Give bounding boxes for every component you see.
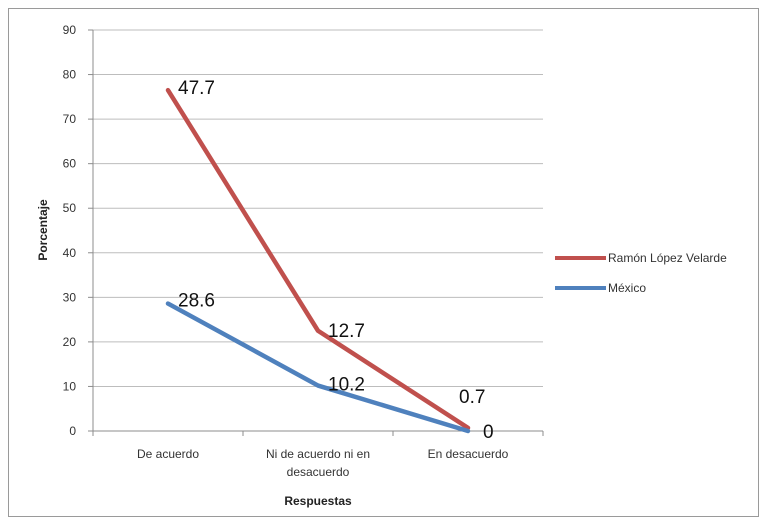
x-axis-title: Respuestas xyxy=(284,494,352,508)
series-line-mexico xyxy=(165,301,471,434)
y-tick-label: 50 xyxy=(63,201,77,215)
legend: Ramón López Velarde México xyxy=(555,251,727,295)
y-tick-label: 40 xyxy=(63,246,77,260)
y-tick-label: 0 xyxy=(69,424,76,438)
y-tick-label: 90 xyxy=(63,23,77,37)
series-lines xyxy=(165,87,471,434)
legend-label: México xyxy=(608,281,646,295)
y-axis-title: Porcentaje xyxy=(36,199,50,261)
y-tick-label: 80 xyxy=(63,68,77,82)
legend-label: Ramón López Velarde xyxy=(608,251,727,265)
data-label: 0.7 xyxy=(459,387,485,408)
x-axis-ticks: De acuerdo Ni de acuerdo ni en desacuerdo E… xyxy=(137,447,509,479)
x-tick-label: En desacuerdo xyxy=(428,447,509,461)
y-tick-label: 20 xyxy=(63,335,77,349)
gridlines xyxy=(88,29,544,436)
data-label: 28.6 xyxy=(178,291,215,312)
x-tick-label: Ni de acuerdo ni en desacuerdo xyxy=(266,447,370,479)
series-line-ramon-lopez-velarde xyxy=(165,87,471,431)
data-label: 12.7 xyxy=(328,321,365,342)
data-label: 10.2 xyxy=(328,375,365,396)
chart-frame xyxy=(8,8,759,517)
x-tick-label: De acuerdo xyxy=(137,447,199,461)
y-tick-label: 30 xyxy=(63,290,77,304)
y-tick-label: 60 xyxy=(63,157,77,171)
y-axis-ticks: 0 10 20 30 40 50 60 70 80 90 xyxy=(63,23,77,438)
data-label: 0 xyxy=(483,422,494,443)
data-labels: 47.7 12.7 0.7 28.6 10.2 0 xyxy=(178,78,494,443)
data-label: 47.7 xyxy=(178,78,215,99)
y-tick-label: 70 xyxy=(63,112,77,126)
y-tick-label: 10 xyxy=(63,379,77,393)
